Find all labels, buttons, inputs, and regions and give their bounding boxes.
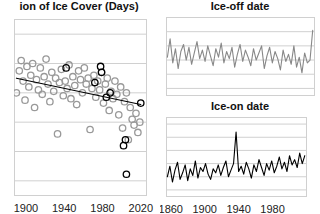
html-text:Ice-off date: Ice-off date	[210, 0, 270, 12]
html-text:ion of Ice Cover (Days): ion of Ice Cover (Days)	[19, 0, 139, 12]
svg-text:1940: 1940	[226, 203, 250, 214]
svg-text:1860: 1860	[160, 203, 183, 214]
svg-text:1980: 1980	[90, 202, 114, 213]
svg-text:2020: 2020	[129, 202, 153, 213]
svg-text:1900: 1900	[14, 202, 38, 213]
html-text:Ice-on date: Ice-on date	[211, 100, 269, 112]
svg-text:1900: 1900	[192, 203, 216, 214]
svg-text:1940: 1940	[52, 202, 76, 213]
svg-text:1980: 1980	[260, 203, 284, 214]
